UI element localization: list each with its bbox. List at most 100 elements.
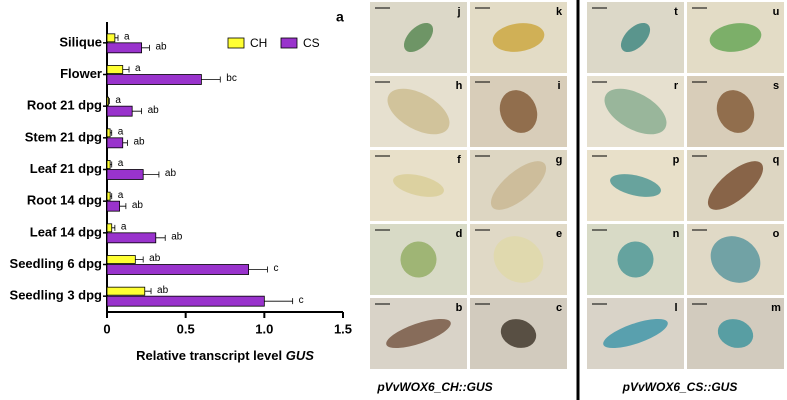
x-tick-label: 1.0 bbox=[255, 321, 273, 336]
photo-label: i bbox=[557, 80, 560, 92]
photo-label: j bbox=[456, 6, 460, 18]
significance-letter: a bbox=[135, 63, 141, 74]
specimen bbox=[617, 241, 654, 278]
y-tick-label: Silique bbox=[59, 34, 102, 49]
specimen bbox=[717, 319, 754, 348]
significance-letter: ab bbox=[133, 136, 145, 147]
bar bbox=[106, 255, 136, 264]
bar bbox=[106, 42, 143, 54]
bar bbox=[106, 232, 157, 244]
panel-label: a bbox=[336, 9, 344, 25]
significance-letter: ab bbox=[155, 41, 167, 52]
error-bar bbox=[248, 266, 268, 273]
significance-letter: ab bbox=[165, 168, 177, 179]
specimen bbox=[707, 161, 764, 210]
error-bar bbox=[132, 108, 143, 115]
significance-letter: ab bbox=[148, 105, 160, 116]
caption: pVvWOX6_CH::GUS bbox=[376, 380, 492, 394]
y-tick-label: Leaf 14 dpg bbox=[30, 224, 102, 239]
significance-letter: c bbox=[273, 263, 278, 274]
x-tick-label: 1.5 bbox=[334, 321, 352, 336]
error-bar bbox=[201, 76, 221, 83]
bar bbox=[106, 200, 120, 212]
photo-label: u bbox=[773, 6, 780, 18]
error-bar bbox=[110, 193, 113, 200]
bar bbox=[106, 286, 146, 296]
bar bbox=[106, 223, 113, 233]
x-axis-label: Relative transcript level GUS bbox=[136, 348, 314, 363]
error-bar bbox=[108, 98, 110, 105]
error-bar bbox=[155, 234, 166, 241]
photo-label: q bbox=[773, 154, 780, 166]
photo-label: s bbox=[773, 80, 779, 92]
significance-letter: a bbox=[118, 190, 124, 201]
significance-letter: bc bbox=[226, 73, 237, 84]
specimen bbox=[400, 241, 437, 278]
specimen bbox=[490, 161, 547, 210]
specimen bbox=[393, 174, 444, 197]
legend-swatch bbox=[227, 37, 245, 49]
photo-label: g bbox=[556, 154, 563, 166]
bar bbox=[106, 65, 124, 74]
y-tick-label: Flower bbox=[60, 66, 102, 81]
photo-label: b bbox=[456, 302, 463, 314]
bar bbox=[106, 105, 133, 117]
error-bar bbox=[141, 44, 150, 51]
specimen bbox=[620, 22, 651, 53]
specimen bbox=[610, 174, 661, 197]
photo-label: c bbox=[556, 302, 562, 314]
specimen bbox=[492, 23, 545, 52]
specimen bbox=[604, 88, 667, 135]
bar bbox=[106, 137, 124, 149]
x-tick-label: 0.5 bbox=[177, 321, 195, 336]
legend-label: CH bbox=[250, 36, 267, 50]
specimen bbox=[603, 318, 668, 349]
x-tick-label: 0 bbox=[103, 321, 110, 336]
specimen bbox=[493, 236, 544, 283]
y-tick-label: Leaf 21 dpg bbox=[30, 161, 102, 176]
error-bar bbox=[122, 139, 128, 146]
photo-label: l bbox=[674, 302, 677, 314]
significance-letter: ab bbox=[157, 285, 169, 296]
photo-label: o bbox=[773, 228, 780, 240]
photo-label: k bbox=[556, 6, 563, 18]
photo-label: e bbox=[556, 228, 562, 240]
error-bar bbox=[135, 256, 144, 263]
significance-letter: ab bbox=[132, 200, 144, 211]
bar bbox=[106, 96, 109, 106]
error-bar bbox=[111, 224, 116, 231]
y-tick-label: Root 14 dpg bbox=[27, 193, 102, 208]
photo-label: p bbox=[673, 154, 680, 166]
specimen bbox=[709, 23, 762, 52]
significance-letter: a bbox=[118, 158, 124, 169]
error-bar bbox=[122, 66, 130, 73]
error-bar bbox=[119, 203, 127, 210]
photo-label: h bbox=[456, 80, 463, 92]
bar bbox=[106, 191, 111, 201]
error-bar bbox=[110, 129, 113, 136]
bar bbox=[106, 295, 265, 307]
significance-letter: ab bbox=[149, 253, 161, 264]
specimen bbox=[710, 236, 761, 283]
error-bar bbox=[144, 288, 152, 295]
specimen bbox=[403, 22, 434, 53]
bar bbox=[106, 128, 111, 138]
error-bar bbox=[110, 161, 113, 168]
significance-letter: a bbox=[121, 221, 127, 232]
y-tick-label: Seedling 3 dpg bbox=[10, 288, 103, 303]
legend-label: CS bbox=[303, 36, 320, 50]
photo-label: r bbox=[674, 80, 679, 92]
specimen bbox=[386, 318, 451, 349]
bar bbox=[106, 264, 250, 275]
y-tick-label: Seedling 6 dpg bbox=[10, 256, 103, 271]
photo-label: f bbox=[457, 154, 461, 166]
error-bar bbox=[143, 171, 160, 178]
x-label-gene: GUS bbox=[286, 348, 315, 363]
bar bbox=[106, 33, 116, 43]
caption: pVvWOX6_CS::GUS bbox=[622, 380, 738, 394]
specimen bbox=[716, 90, 755, 133]
photo-label: t bbox=[674, 6, 678, 18]
y-tick-label: Root 21 dpg bbox=[27, 98, 102, 113]
error-bar bbox=[114, 34, 119, 41]
